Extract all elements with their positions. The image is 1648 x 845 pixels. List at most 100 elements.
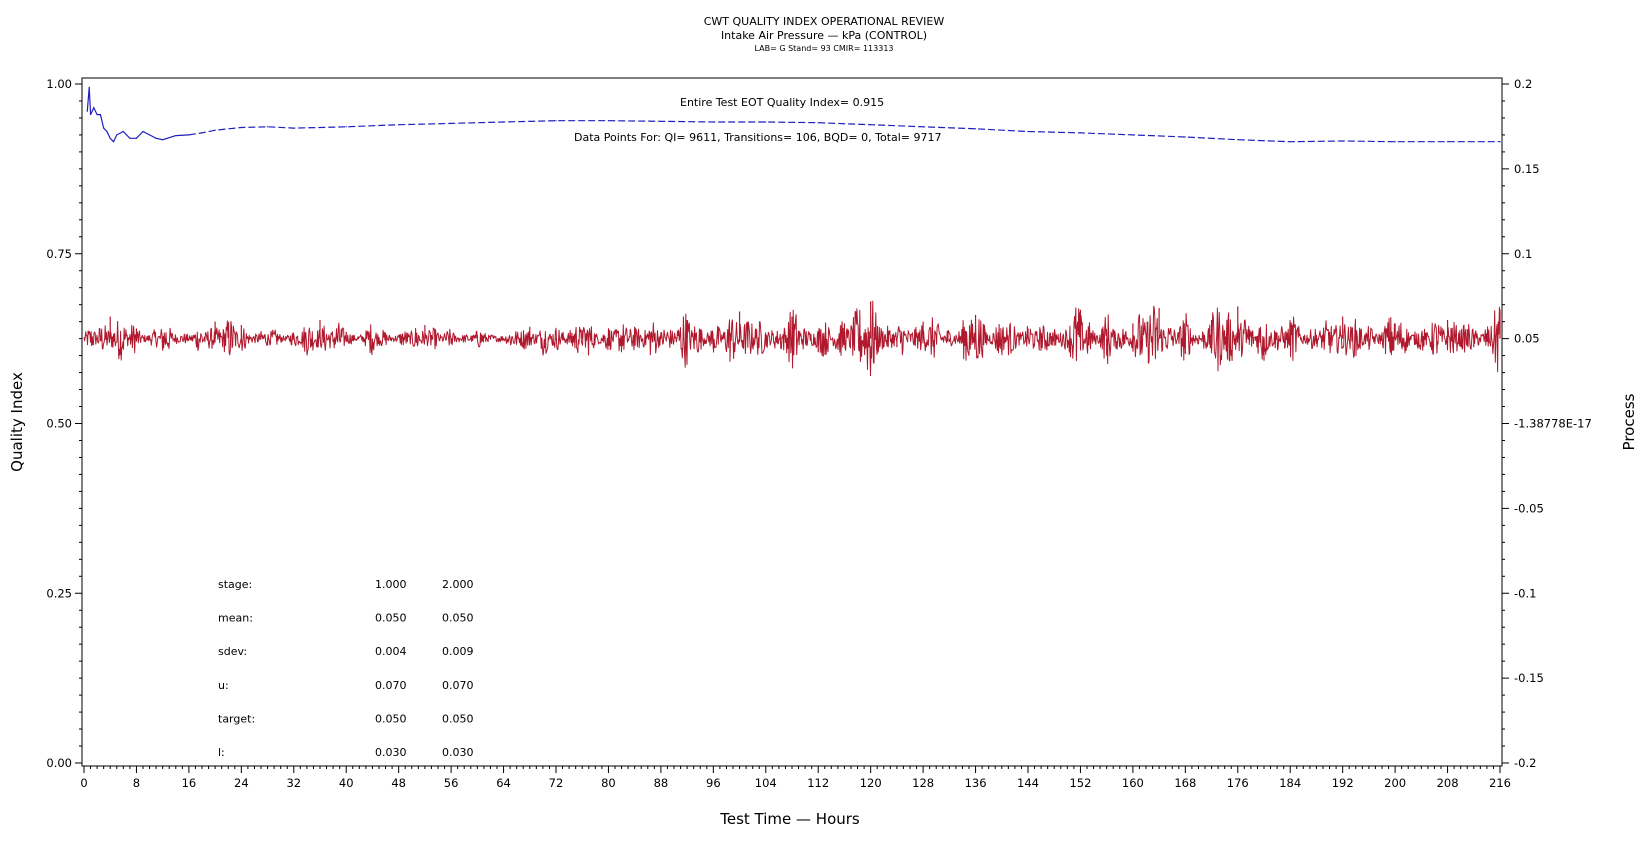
stats-value-stage1: 0.050 xyxy=(375,712,407,725)
quality-index-point xyxy=(1289,141,1291,143)
quality-index-point xyxy=(109,137,111,139)
quality-index-point xyxy=(266,126,269,128)
quality-index-point xyxy=(201,132,203,134)
chart-subtitle: Intake Air Pressure — kPa (CONTROL) xyxy=(721,29,927,42)
x-tick-label: 56 xyxy=(444,776,459,790)
quality-index-point xyxy=(122,130,124,133)
y-tick-label: 0.50 xyxy=(46,417,72,431)
quality-index-point xyxy=(88,86,90,88)
quality-index-point xyxy=(974,128,977,130)
x-tick-label: 104 xyxy=(755,776,777,790)
quality-index-point xyxy=(86,110,88,112)
quality-index-point xyxy=(1079,132,1082,134)
x-tick-label: 64 xyxy=(496,776,511,790)
y2-tick-label: -0.1 xyxy=(1514,586,1536,600)
quality-index-point xyxy=(450,122,452,124)
chart-title: CWT QUALITY INDEX OPERATIONAL REVIEW xyxy=(704,15,945,28)
y2-tick-label: -0.15 xyxy=(1514,671,1544,685)
stats-label: l: xyxy=(218,746,225,759)
x-tick-label: 144 xyxy=(1017,776,1039,790)
y-tick-label: 0.00 xyxy=(46,756,72,770)
quality-index-point xyxy=(502,121,505,123)
x-tick-label: 72 xyxy=(549,776,564,790)
series-process xyxy=(83,300,1501,377)
stats-table: stage: 1.000 2.000 mean: 0.050 0.050 sdev: 0.00… xyxy=(218,578,474,759)
stats-value-stage2: 0.030 xyxy=(442,746,474,759)
quality-index-point xyxy=(142,130,144,133)
x-tick-label: 200 xyxy=(1384,776,1406,790)
stats-value-stage1: 0.070 xyxy=(375,679,407,692)
quality-index-point xyxy=(129,137,131,139)
y-axis-title: Quality Index xyxy=(8,372,26,472)
quality-index-point xyxy=(1342,140,1344,142)
stats-value-stage1: 0.030 xyxy=(375,746,407,759)
quality-index-line-early xyxy=(86,87,189,143)
quality-index-point xyxy=(240,126,242,129)
x-tick-label: 8 xyxy=(133,776,140,790)
x-tick-label: 88 xyxy=(654,776,669,790)
quality-index-point xyxy=(922,126,924,128)
data-points-label: Data Points For: QI= 9611, Transitions= … xyxy=(574,131,942,144)
x-axis-ticks: 0 8 16 24 32 40 48 56 64 72 80 88 96 104 112 120 128 136 1… xyxy=(80,766,1511,790)
stats-label: mean: xyxy=(218,612,253,625)
quality-index-point xyxy=(89,113,92,116)
stats-value-stage1: 0.050 xyxy=(375,612,407,625)
x-tick-label: 80 xyxy=(601,776,616,790)
y2-tick-label: -0.05 xyxy=(1514,501,1544,515)
y-tick-label: 0.25 xyxy=(46,586,72,600)
quality-index-point xyxy=(103,127,105,129)
x-tick-label: 48 xyxy=(391,776,406,790)
quality-index-point xyxy=(1132,134,1134,136)
x-tick-label: 24 xyxy=(234,776,249,790)
stats-value-stage2: 0.070 xyxy=(442,679,474,692)
chart-info: LAB= G Stand= 93 CMIR= 113313 xyxy=(754,44,893,53)
y2-axis-title: Process xyxy=(1620,393,1638,450)
stats-value-stage1: 1.000 xyxy=(375,578,407,591)
y-axis-ticks: 0.00 0.25 0.50 0.75 1.00 xyxy=(46,77,82,770)
stats-label: u: xyxy=(218,679,229,692)
series-quality-index xyxy=(86,86,1501,143)
quality-index-point xyxy=(99,113,101,116)
y2-tick-label: 0.1 xyxy=(1514,247,1532,261)
quality-index-point xyxy=(293,127,295,129)
quality-index-point xyxy=(155,137,157,139)
x-tick-label: 120 xyxy=(860,776,882,790)
stats-value-stage2: 0.050 xyxy=(442,612,474,625)
y2-tick-label: 0.2 xyxy=(1514,77,1532,91)
x-tick-label: 16 xyxy=(182,776,197,790)
quality-index-point xyxy=(870,124,872,126)
quality-index-point xyxy=(93,107,95,109)
x-tick-label: 168 xyxy=(1174,776,1196,790)
quality-index-point xyxy=(555,120,557,122)
quality-index-point xyxy=(817,122,819,124)
quality-index-point xyxy=(712,121,714,123)
quality-index-point xyxy=(319,126,321,129)
quality-index-point xyxy=(398,124,400,126)
x-tick-label: 96 xyxy=(706,776,721,790)
quality-index-point xyxy=(660,120,662,122)
x-tick-label: 192 xyxy=(1332,776,1354,790)
quality-index-point xyxy=(1027,130,1029,133)
quality-index-point xyxy=(345,126,347,128)
y2-tick-label: 0.15 xyxy=(1514,162,1540,176)
quality-index-point xyxy=(607,120,610,122)
x-tick-label: 152 xyxy=(1069,776,1091,790)
quality-index-point xyxy=(135,137,138,139)
stats-label: target: xyxy=(218,712,255,725)
quality-index-point xyxy=(96,113,98,116)
quality-index-point xyxy=(188,134,190,136)
x-tick-label: 32 xyxy=(286,776,301,790)
x-tick-label: 176 xyxy=(1227,776,1249,790)
quality-index-point xyxy=(148,134,151,136)
x-tick-label: 216 xyxy=(1489,776,1511,790)
quality-index-point xyxy=(116,134,118,136)
x-tick-label: 184 xyxy=(1279,776,1301,790)
quality-index-point xyxy=(175,135,177,137)
quality-index-point xyxy=(1499,141,1501,143)
quality-index-point xyxy=(1184,136,1186,138)
stats-value-stage2: 0.009 xyxy=(442,645,474,658)
x-tick-label: 136 xyxy=(965,776,987,790)
x-tick-label: 112 xyxy=(807,776,829,790)
x-tick-label: 0 xyxy=(80,776,87,790)
